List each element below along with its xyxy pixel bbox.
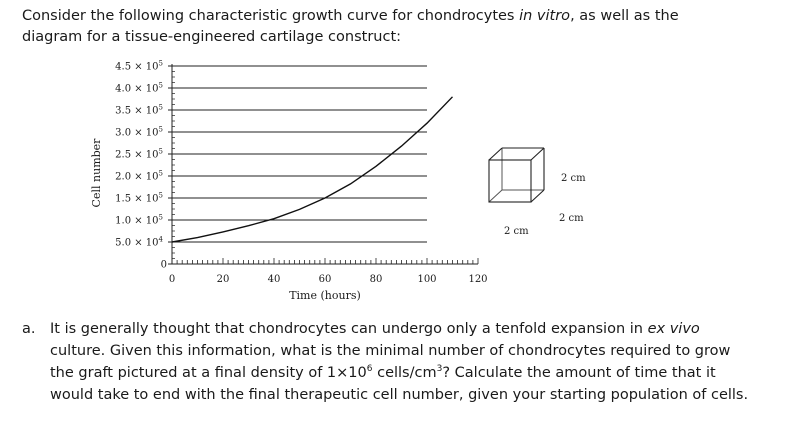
y-tick-label: 1.5 × 105 bbox=[115, 192, 163, 205]
cube-depth-label: 2 cm bbox=[559, 213, 584, 224]
y-tick-label: 2.0 × 105 bbox=[115, 170, 163, 183]
cube-height-label: 2 cm bbox=[561, 173, 586, 184]
intro-emphasis: in vitro bbox=[519, 8, 571, 24]
growth-curve-chart: 0 5.0 × 104 1.0 × 105 1.5 × 105 2.0 × 105 2.5… bbox=[90, 60, 488, 303]
y-tick-label: 4.5 × 105 bbox=[115, 60, 163, 73]
y-tick-label: 3.5 × 105 bbox=[115, 104, 163, 117]
cube-front-face bbox=[488, 159, 532, 203]
cube-edge bbox=[530, 189, 545, 203]
x-tick-label: 60 bbox=[319, 274, 332, 285]
question-emphasis: ex vivo bbox=[647, 321, 700, 337]
cube-width-label: 2 cm bbox=[504, 226, 529, 237]
cube-edge bbox=[530, 147, 545, 161]
intro-part-3: , as well as the diagram for a tissue-en… bbox=[22, 8, 679, 45]
intro-part-1: Consider the following characteristic gr… bbox=[22, 8, 520, 24]
y-tick-label: 5.0 × 104 bbox=[115, 236, 163, 249]
y-tick-label: 1.0 × 105 bbox=[115, 214, 163, 227]
question-text-5: ? Calculate the amount of time that it w… bbox=[50, 365, 749, 403]
question-text-4: cells/cm bbox=[372, 365, 437, 381]
intro-text: Consider the following characteristic gr… bbox=[22, 6, 742, 48]
y-axis-title: Cell number bbox=[90, 138, 103, 208]
y-tick-label: 2.5 × 105 bbox=[115, 148, 163, 161]
cube-edge bbox=[488, 147, 503, 161]
cartilage-construct-cube: 2 cm 2 cm 2 cm bbox=[488, 147, 586, 237]
growth-curve-line bbox=[171, 96, 454, 243]
y-tick-label: 4.0 × 105 bbox=[115, 82, 163, 95]
x-axis-title: Time (hours) bbox=[289, 289, 361, 302]
x-tick-label: 20 bbox=[217, 274, 230, 285]
volume-exponent: 3 bbox=[436, 364, 443, 375]
cube-edge bbox=[488, 189, 503, 203]
x-tick-label: 0 bbox=[169, 274, 175, 285]
question-body: It is generally thought that chondrocyte… bbox=[50, 318, 755, 406]
question-text-3: culture. Given this information, what is… bbox=[50, 343, 731, 381]
x-tick-label: 80 bbox=[370, 274, 383, 285]
y-tick-label: 0 bbox=[161, 260, 167, 271]
question-text-1: It is generally thought that chondrocyte… bbox=[50, 321, 648, 337]
question-label: a. bbox=[22, 321, 36, 337]
density-exponent: 6 bbox=[366, 364, 373, 375]
y-tick-label: 3.0 × 105 bbox=[115, 126, 163, 139]
x-tick-label: 40 bbox=[268, 274, 281, 285]
x-tick-label: 120 bbox=[468, 274, 487, 285]
x-tick-label: 100 bbox=[417, 274, 436, 285]
